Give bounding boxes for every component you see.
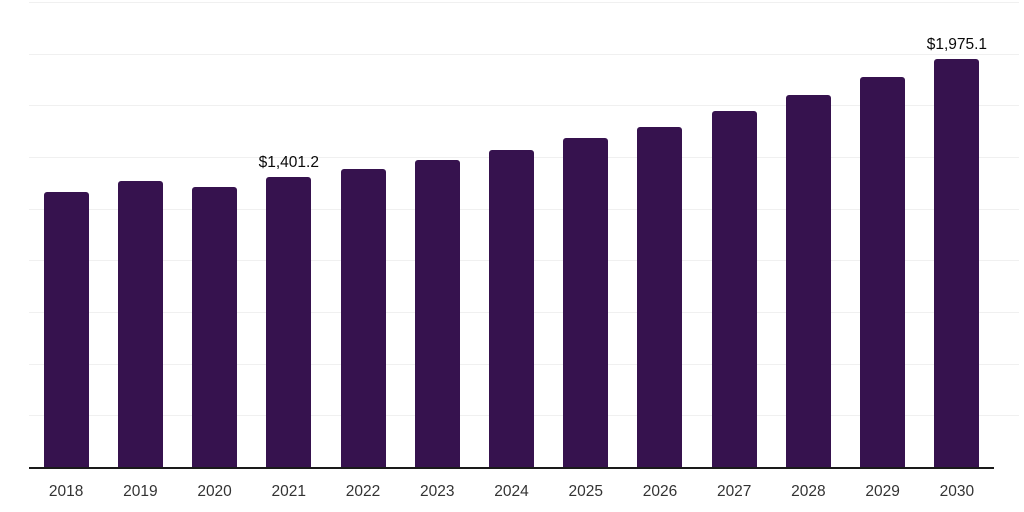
x-tick-label-2022: 2022: [345, 483, 381, 500]
x-tick-label-2028: 2028: [791, 483, 826, 500]
data-label-2030: $1,975.1: [926, 35, 988, 53]
x-tick-label-2025: 2025: [568, 483, 603, 500]
x-tick-label-2023: 2023: [420, 483, 455, 500]
gridline: [29, 105, 1019, 107]
x-tick-label-2026: 2026: [642, 483, 678, 500]
bar-2023[interactable]: [414, 160, 460, 467]
x-tick-label-2020: 2020: [197, 483, 232, 500]
gridline: [29, 53, 1019, 55]
data-label-2021: $1,401.2: [258, 154, 319, 172]
x-tick-label-2018: 2018: [48, 483, 84, 500]
bar-2027[interactable]: [711, 111, 757, 467]
gridline: [29, 2, 1019, 3]
bar-2021[interactable]: [266, 177, 312, 467]
bar-2019[interactable]: [117, 180, 163, 467]
x-tick-label-2024: 2024: [494, 483, 529, 500]
bar-2029[interactable]: [860, 77, 906, 467]
bar-2020[interactable]: [192, 186, 238, 467]
bar-2018[interactable]: [43, 192, 89, 467]
x-tick-label-2029: 2029: [865, 483, 900, 500]
plot-area: $1,401.2 $1,975.1: [29, 2, 1019, 469]
bar-2026[interactable]: [637, 126, 683, 467]
bar-2030[interactable]: [934, 58, 980, 467]
x-tick-label-2019: 2019: [123, 483, 158, 500]
bar-2025[interactable]: [563, 138, 609, 467]
bar-2028[interactable]: [785, 95, 831, 467]
bar-2024[interactable]: [489, 150, 534, 467]
x-axis-line: [29, 467, 994, 469]
x-tick-label-2021: 2021: [271, 483, 307, 500]
x-tick-label-2027: 2027: [716, 483, 752, 500]
x-tick-label-2030: 2030: [939, 483, 975, 500]
bar-2022[interactable]: [340, 169, 386, 467]
